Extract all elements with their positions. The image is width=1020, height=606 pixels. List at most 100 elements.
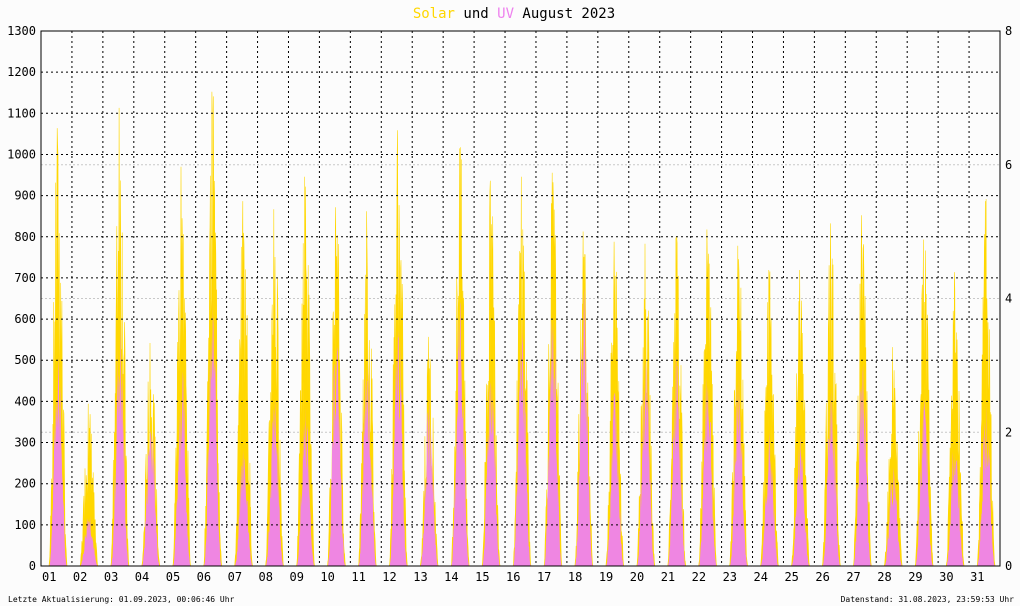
plot-frame bbox=[40, 30, 1001, 567]
uv-day-area bbox=[822, 388, 841, 566]
uv-day-area bbox=[513, 320, 532, 566]
chart-title: Solar und UV August 2023 bbox=[413, 6, 615, 22]
x-tick-label: 20 bbox=[630, 570, 644, 584]
uv-day-area bbox=[234, 449, 253, 566]
title-solar: Solar bbox=[413, 6, 455, 22]
y-left-tick-label: 400 bbox=[14, 394, 36, 408]
uv-day-area bbox=[605, 393, 624, 566]
y-left-tick-label: 500 bbox=[14, 353, 36, 367]
uv-day-area bbox=[667, 352, 686, 566]
x-tick-label: 26 bbox=[815, 570, 829, 584]
title-und: und bbox=[455, 6, 497, 22]
y-left-tick-label: 300 bbox=[14, 436, 36, 450]
uv-day-area bbox=[482, 381, 501, 566]
x-tick-label: 19 bbox=[599, 570, 613, 584]
solar-day-area bbox=[481, 180, 501, 567]
uv-day-area bbox=[760, 429, 779, 566]
uv-day-area bbox=[203, 299, 222, 566]
uv-day-area bbox=[636, 356, 655, 566]
uv-day-area bbox=[946, 451, 965, 566]
uv-day-area bbox=[358, 358, 377, 566]
x-tick-label: 31 bbox=[970, 570, 984, 584]
x-tick-label: 12 bbox=[382, 570, 396, 584]
solar-day-area bbox=[822, 223, 841, 567]
y-left-tick-label: 800 bbox=[14, 230, 36, 244]
axis-layer: 0100200300400500600700800900100011001200… bbox=[7, 24, 1012, 584]
solar-day-area bbox=[791, 269, 810, 567]
y-left-tick-label: 100 bbox=[14, 518, 36, 532]
uv-day-area bbox=[327, 345, 346, 566]
solar-day-area bbox=[976, 199, 996, 567]
solar-day-area bbox=[234, 201, 253, 567]
x-tick-label: 24 bbox=[754, 570, 768, 584]
uv-day-area bbox=[451, 301, 470, 566]
x-tick-label: 23 bbox=[723, 570, 737, 584]
uv-day-area bbox=[729, 373, 748, 566]
x-tick-label: 10 bbox=[320, 570, 334, 584]
x-tick-label: 13 bbox=[413, 570, 427, 584]
uv-day-area bbox=[544, 310, 562, 566]
footer-last-update: Letzte Aktualisierung: 01.09.2023, 00:06… bbox=[8, 595, 235, 604]
y-left-tick-label: 600 bbox=[14, 312, 36, 326]
x-tick-label: 14 bbox=[444, 570, 458, 584]
y-left-tick-label: 1100 bbox=[7, 106, 36, 120]
uv-day-area bbox=[110, 322, 129, 566]
x-tick-label: 15 bbox=[475, 570, 489, 584]
x-tick-label: 28 bbox=[877, 570, 891, 584]
x-tick-label: 07 bbox=[228, 570, 242, 584]
uv-day-area bbox=[698, 376, 717, 566]
x-tick-label: 11 bbox=[351, 570, 365, 584]
x-tick-label: 27 bbox=[846, 570, 860, 584]
x-tick-label: 16 bbox=[506, 570, 520, 584]
solar-day-area bbox=[296, 176, 315, 567]
x-tick-label: 02 bbox=[73, 570, 87, 584]
x-tick-label: 29 bbox=[908, 570, 922, 584]
x-tick-label: 30 bbox=[939, 570, 953, 584]
title-uv: UV bbox=[497, 6, 514, 22]
x-tick-label: 18 bbox=[568, 570, 582, 584]
x-tick-label: 25 bbox=[784, 570, 798, 584]
uv-day-area bbox=[420, 395, 439, 566]
uv-day-area bbox=[853, 363, 872, 566]
y-left-tick-label: 0 bbox=[29, 559, 36, 573]
x-tick-label: 03 bbox=[104, 570, 118, 584]
uv-day-area bbox=[791, 434, 810, 566]
x-tick-label: 17 bbox=[537, 570, 551, 584]
uv-day-area bbox=[915, 399, 934, 566]
solar-day-area bbox=[914, 239, 934, 567]
uv-day-area bbox=[172, 371, 191, 566]
x-tick-label: 01 bbox=[42, 570, 56, 584]
solar-day-area bbox=[79, 403, 99, 567]
y-right-tick-label: 0 bbox=[1005, 559, 1012, 573]
x-tick-label: 06 bbox=[197, 570, 211, 584]
uv-day-area bbox=[265, 398, 284, 566]
x-tick-label: 22 bbox=[692, 570, 706, 584]
y-left-tick-label: 200 bbox=[14, 477, 36, 491]
y-right-tick-label: 2 bbox=[1005, 425, 1012, 439]
solar-day-area bbox=[110, 107, 130, 567]
footer-data-status: Datenstand: 31.08.2023, 23:59:53 Uhr bbox=[841, 595, 1015, 604]
solar-day-area bbox=[760, 269, 779, 567]
y-left-tick-label: 700 bbox=[14, 271, 36, 285]
uv-day-area bbox=[574, 286, 593, 566]
uv-day-area bbox=[49, 355, 67, 566]
y-left-tick-label: 1000 bbox=[7, 147, 36, 161]
y-left-tick-label: 1300 bbox=[7, 24, 36, 38]
title-month: August 2023 bbox=[514, 6, 615, 22]
x-tick-label: 08 bbox=[259, 570, 273, 584]
y-right-tick-label: 4 bbox=[1005, 292, 1012, 306]
solar-day-area bbox=[48, 128, 68, 567]
solar-day-area bbox=[729, 245, 748, 567]
x-tick-label: 04 bbox=[135, 570, 149, 584]
y-left-tick-label: 900 bbox=[14, 189, 36, 203]
y-right-tick-label: 8 bbox=[1005, 24, 1012, 38]
uv-day-area bbox=[296, 406, 315, 566]
x-tick-label: 09 bbox=[289, 570, 303, 584]
y-left-tick-label: 1200 bbox=[7, 65, 36, 79]
y-right-tick-label: 6 bbox=[1005, 158, 1012, 172]
uv-day-area bbox=[79, 515, 98, 566]
uv-day-area bbox=[141, 430, 160, 566]
x-tick-label: 05 bbox=[166, 570, 180, 584]
